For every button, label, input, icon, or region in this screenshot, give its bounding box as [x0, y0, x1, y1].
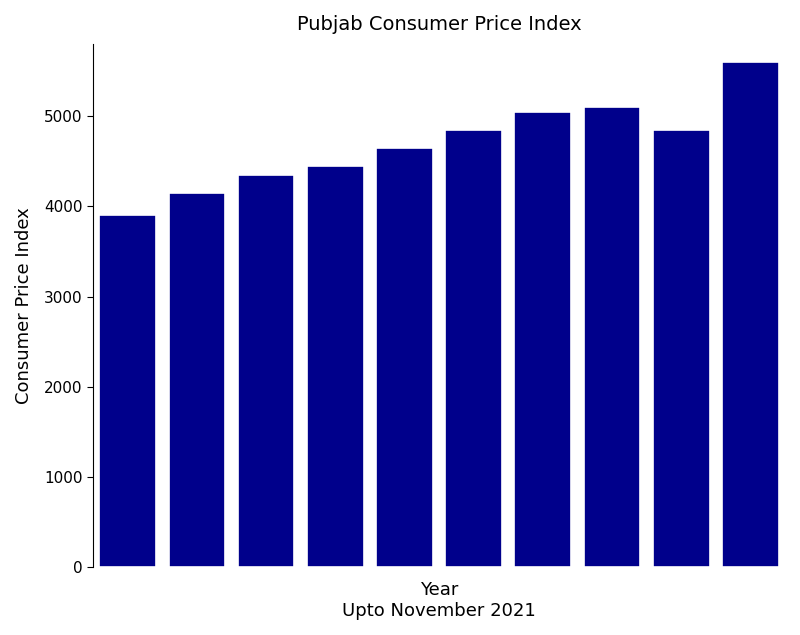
Bar: [238, 175, 294, 567]
Title: Pubjab Consumer Price Index: Pubjab Consumer Price Index: [297, 15, 582, 34]
Bar: [653, 130, 710, 567]
Bar: [169, 193, 226, 567]
Bar: [446, 130, 502, 567]
Bar: [584, 107, 641, 567]
X-axis label: Year
Upto November 2021: Year Upto November 2021: [342, 581, 536, 620]
Bar: [514, 112, 571, 567]
Bar: [99, 215, 156, 567]
Bar: [307, 166, 364, 567]
Y-axis label: Consumer Price Index: Consumer Price Index: [15, 207, 33, 404]
Bar: [722, 62, 778, 567]
Bar: [376, 148, 433, 567]
